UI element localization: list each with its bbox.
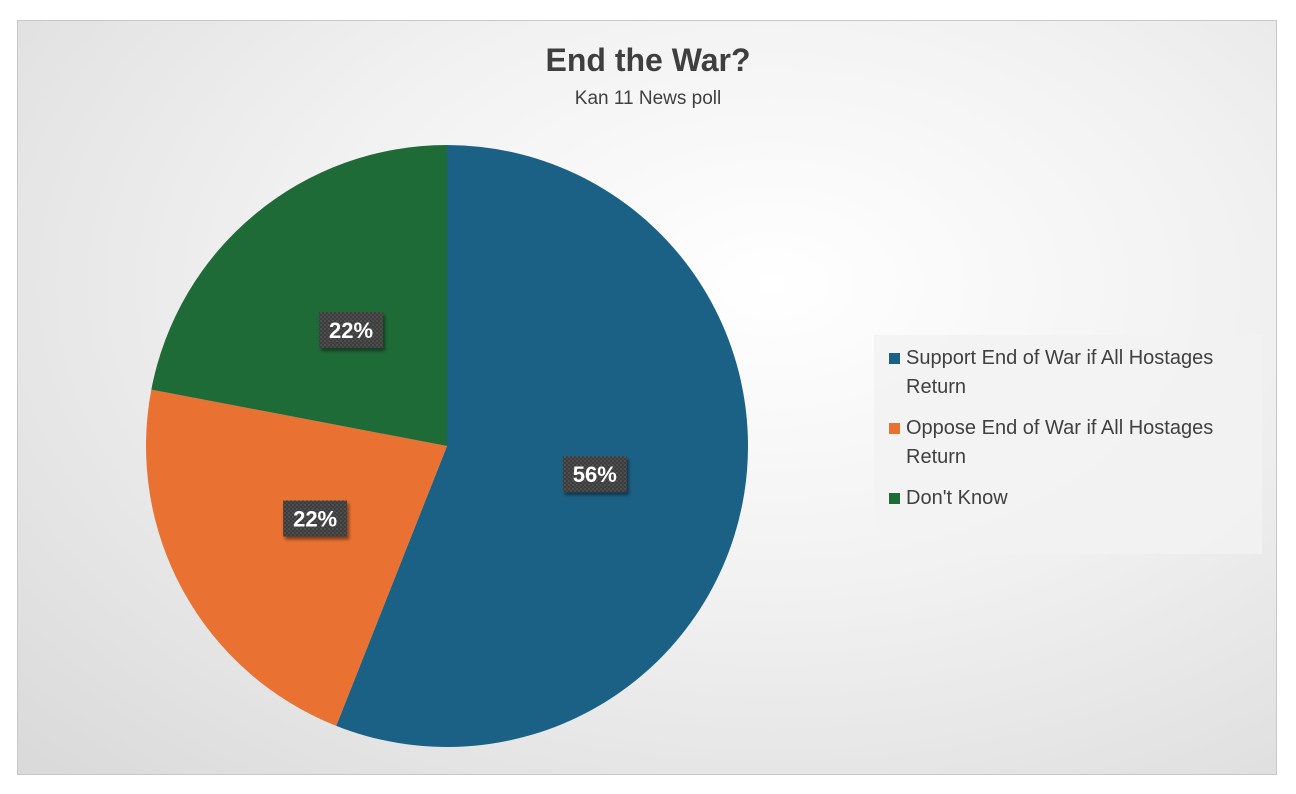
data-label-support: 56% bbox=[562, 456, 627, 493]
data-label-text: 22% bbox=[293, 507, 337, 532]
data-label-box bbox=[562, 456, 627, 493]
data-label-text: 56% bbox=[573, 462, 617, 487]
pie-slice-support bbox=[336, 145, 748, 747]
legend-swatch-support bbox=[889, 353, 900, 364]
legend-swatch-dont-know bbox=[889, 493, 900, 504]
legend-label-oppose: Oppose End of War if All Hostages Return bbox=[906, 417, 1214, 468]
pie-slice-oppose bbox=[146, 389, 447, 726]
data-label-dont-know: 22% bbox=[319, 312, 384, 349]
data-label-oppose: 22% bbox=[283, 500, 348, 537]
chart-subtitle: Kan 11 News poll bbox=[574, 88, 722, 109]
legend-item-oppose: Oppose End of War if All Hostages Return bbox=[889, 414, 1259, 472]
legend-item-dont-know: Don't Know bbox=[889, 484, 1259, 513]
legend-list: Support End of War if All Hostages Retur… bbox=[889, 344, 1259, 525]
legend-label-support: Support End of War if All Hostages Retur… bbox=[906, 347, 1214, 398]
legend-item-support: Support End of War if All Hostages Retur… bbox=[889, 344, 1259, 402]
data-label-box bbox=[283, 500, 348, 537]
legend-label-dont-know: Don't Know bbox=[906, 487, 1008, 509]
legend-swatch-oppose bbox=[889, 423, 900, 434]
data-label-text: 22% bbox=[329, 318, 373, 343]
data-label-box bbox=[319, 312, 384, 349]
legend bbox=[874, 335, 1262, 554]
pie-slice-dont-know bbox=[151, 145, 447, 446]
chart-title: End the War? bbox=[545, 42, 751, 78]
